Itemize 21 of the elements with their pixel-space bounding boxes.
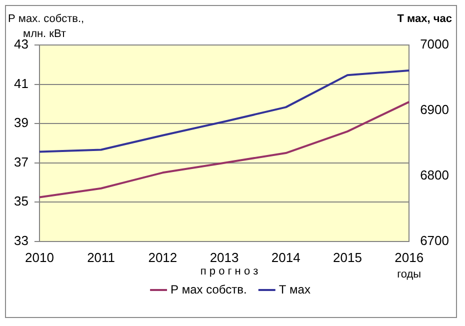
- y2-tick-label: 6900: [420, 102, 449, 118]
- x-tick-label: 2010: [25, 250, 54, 265]
- text: п р о г н о з: [200, 265, 258, 278]
- y2-tick-label: 6800: [420, 168, 449, 183]
- y-tick-label: 35: [14, 194, 28, 209]
- x-tick-label: 2016: [394, 250, 424, 265]
- y-tick-label: 41: [14, 76, 28, 91]
- x-tick-label: 2012: [148, 250, 178, 265]
- y2-tick-label: 6700: [420, 232, 449, 248]
- y2-tick-label: 7000: [420, 36, 449, 52]
- x-tick-label: 2015: [333, 250, 362, 265]
- y2-axis-title: Т мах, час: [397, 13, 452, 25]
- legend-label: Р мах собств.: [170, 282, 247, 296]
- x-tick-label: 2011: [87, 250, 116, 265]
- y-tick-label: 33: [14, 232, 28, 248]
- x-tick-label: 2013: [210, 250, 239, 265]
- text: годы: [397, 268, 422, 280]
- x-tick-label: 2014: [271, 250, 300, 265]
- y-tick-label: 37: [14, 154, 28, 170]
- y-tick-label: 39: [14, 115, 28, 130]
- legend-label: Т мах: [278, 282, 310, 296]
